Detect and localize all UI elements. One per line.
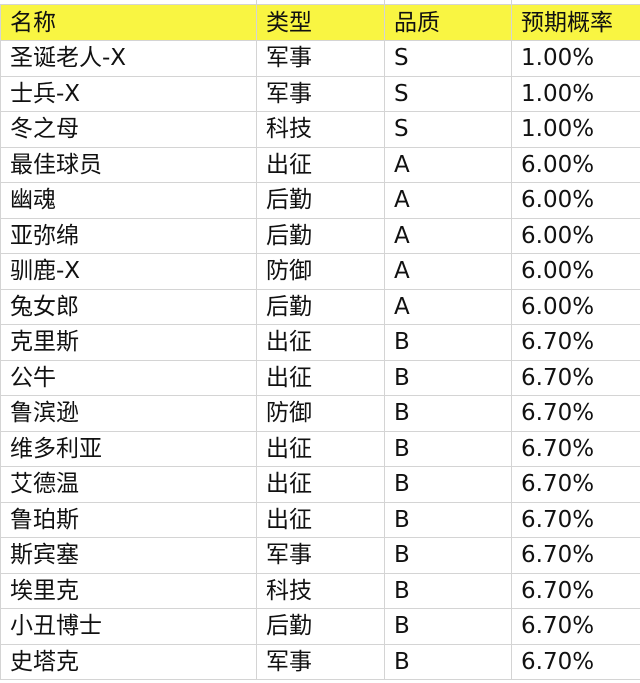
table-row: 亚弥绵 后勤 A 6.00% [0,217,640,254]
cell-probability[interactable]: 6.00% [511,182,640,219]
table-row: 士兵-X 军事 S 1.00% [0,75,640,112]
table-row: 驯鹿-X 防御 A 6.00% [0,253,640,290]
cell-probability[interactable]: 6.70% [511,608,640,645]
cell-probability[interactable]: 6.70% [511,643,640,680]
cell-name[interactable]: 斯宾塞 [0,537,257,574]
cell-probability[interactable]: 6.00% [511,253,640,290]
cell-type[interactable]: 出征 [256,324,385,361]
cell-probability[interactable]: 1.00% [511,75,640,112]
cell-quality[interactable]: A [384,253,512,290]
cell-name[interactable]: 维多利亚 [0,430,257,467]
cell-name[interactable]: 鲁珀斯 [0,501,257,538]
cell-quality[interactable]: B [384,324,512,361]
cell-type[interactable]: 科技 [256,572,385,609]
grid-top-edge [0,0,640,4]
table-row: 克里斯 出征 B 6.70% [0,324,640,361]
table-row: 小丑博士 后勤 B 6.70% [0,608,640,645]
cell-name[interactable]: 小丑博士 [0,608,257,645]
cell-name[interactable]: 驯鹿-X [0,253,257,290]
cell-quality[interactable]: B [384,501,512,538]
table-row: 冬之母 科技 S 1.00% [0,111,640,148]
cell-probability[interactable]: 6.70% [511,430,640,467]
cell-name[interactable]: 公牛 [0,359,257,396]
table-row: 史塔克 军事 B 6.70% [0,643,640,680]
cell-quality[interactable]: A [384,288,512,325]
table-row: 鲁珀斯 出征 B 6.70% [0,501,640,538]
cell-name[interactable]: 最佳球员 [0,146,257,183]
cell-probability[interactable]: 6.70% [511,466,640,503]
cell-name[interactable]: 幽魂 [0,182,257,219]
cell-quality[interactable]: B [384,430,512,467]
cell-probability[interactable]: 6.70% [511,501,640,538]
cell-quality[interactable]: B [384,395,512,432]
cell-type[interactable]: 军事 [256,40,385,77]
cell-quality[interactable]: S [384,75,512,112]
cell-probability[interactable]: 6.70% [511,537,640,574]
cell-type[interactable]: 出征 [256,501,385,538]
cell-quality[interactable]: A [384,182,512,219]
cell-probability[interactable]: 6.70% [511,572,640,609]
table-row: 埃里克 科技 B 6.70% [0,572,640,609]
cell-quality[interactable]: B [384,466,512,503]
cell-type[interactable]: 军事 [256,643,385,680]
cell-quality[interactable]: A [384,146,512,183]
cell-quality[interactable]: S [384,40,512,77]
cell-type[interactable]: 后勤 [256,182,385,219]
cell-type[interactable]: 后勤 [256,288,385,325]
cell-name[interactable]: 艾德温 [0,466,257,503]
cell-type[interactable]: 出征 [256,146,385,183]
cell-type[interactable]: 出征 [256,466,385,503]
cell-name[interactable]: 亚弥绵 [0,217,257,254]
cell-probability[interactable]: 6.00% [511,146,640,183]
cell-type[interactable]: 防御 [256,253,385,290]
cell-probability[interactable]: 6.00% [511,288,640,325]
header-type[interactable]: 类型 [256,4,385,41]
table-row: 维多利亚 出征 B 6.70% [0,430,640,467]
cell-type[interactable]: 防御 [256,395,385,432]
cell-name[interactable]: 兔女郎 [0,288,257,325]
cell-probability[interactable]: 1.00% [511,111,640,148]
table-row: 圣诞老人-X 军事 S 1.00% [0,40,640,77]
cell-quality[interactable]: S [384,111,512,148]
cell-name[interactable]: 鲁滨逊 [0,395,257,432]
cell-probability[interactable]: 6.70% [511,324,640,361]
table-row: 幽魂 后勤 A 6.00% [0,182,640,219]
header-quality[interactable]: 品质 [384,4,512,41]
cell-probability[interactable]: 6.00% [511,217,640,254]
cell-probability[interactable]: 6.70% [511,359,640,396]
cell-type[interactable]: 军事 [256,537,385,574]
cell-probability[interactable]: 6.70% [511,395,640,432]
table-row: 兔女郎 后勤 A 6.00% [0,288,640,325]
cell-name[interactable]: 圣诞老人-X [0,40,257,77]
cell-quality[interactable]: B [384,572,512,609]
spreadsheet-table: 名称 类型 品质 预期概率 圣诞老人-X 军事 S 1.00% 士兵-X 军事 S 1.00%… [0,4,640,680]
cell-quality[interactable]: B [384,537,512,574]
cell-type[interactable]: 出征 [256,430,385,467]
header-row: 名称 类型 品质 预期概率 [0,4,640,41]
cell-name[interactable]: 埃里克 [0,572,257,609]
cell-name[interactable]: 冬之母 [0,111,257,148]
cell-type[interactable]: 出征 [256,359,385,396]
table-row: 斯宾塞 军事 B 6.70% [0,537,640,574]
table-row: 艾德温 出征 B 6.70% [0,466,640,503]
cell-name[interactable]: 克里斯 [0,324,257,361]
header-probability[interactable]: 预期概率 [511,4,640,41]
header-name[interactable]: 名称 [0,4,257,41]
table-row: 最佳球员 出征 A 6.00% [0,146,640,183]
cell-name[interactable]: 士兵-X [0,75,257,112]
cell-name[interactable]: 史塔克 [0,643,257,680]
cell-type[interactable]: 后勤 [256,608,385,645]
table-row: 公牛 出征 B 6.70% [0,359,640,396]
cell-quality[interactable]: B [384,643,512,680]
cell-type[interactable]: 科技 [256,111,385,148]
table-row: 鲁滨逊 防御 B 6.70% [0,395,640,432]
cell-type[interactable]: 军事 [256,75,385,112]
cell-quality[interactable]: A [384,217,512,254]
cell-probability[interactable]: 1.00% [511,40,640,77]
cell-quality[interactable]: B [384,608,512,645]
cell-type[interactable]: 后勤 [256,217,385,254]
cell-quality[interactable]: B [384,359,512,396]
